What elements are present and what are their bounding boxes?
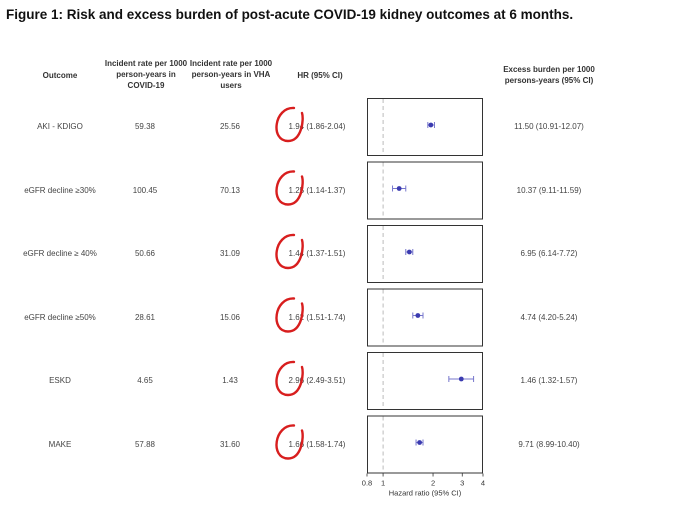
hr-point bbox=[428, 122, 434, 128]
hr-point bbox=[415, 313, 421, 318]
x-axis-label: Hazard ratio (95% CI) bbox=[389, 489, 462, 498]
hr-cell: 1.66 (1.58-1.74) bbox=[288, 439, 346, 449]
rate-vha-cell: 31.09 bbox=[219, 249, 241, 258]
rate-covid-cell: 28.61 bbox=[134, 312, 156, 322]
outcome-cell: eGFR decline ≥ 40% bbox=[23, 249, 97, 258]
outcome-cell: AKI - KDIGO bbox=[37, 122, 83, 131]
header-outcome: Outcome bbox=[42, 71, 78, 80]
x-tick-label: 2 bbox=[431, 479, 435, 488]
plot-panel bbox=[367, 352, 483, 410]
outcome-cell: eGFR decline ≥30% bbox=[24, 185, 96, 195]
hr-cell: 1.62 (1.51-1.74) bbox=[288, 312, 346, 322]
rate-vha-cell: 31.60 bbox=[219, 439, 241, 449]
red-circle-annotation bbox=[275, 424, 304, 460]
header-rate-covid: Incident rate per 1000 person-years in C… bbox=[104, 59, 188, 90]
hr-point bbox=[458, 376, 464, 382]
burden-cell: 4.74 (4.20-5.24) bbox=[520, 312, 578, 322]
rate-covid-cell: 59.38 bbox=[134, 122, 156, 131]
red-circle-annotation bbox=[275, 106, 304, 143]
outcome-cell: eGFR decline ≥50% bbox=[24, 312, 96, 322]
hr-point bbox=[406, 249, 412, 255]
outcome-cell: MAKE bbox=[48, 439, 72, 449]
x-tick-label: 4 bbox=[481, 479, 485, 488]
rate-covid-cell: 57.88 bbox=[134, 439, 156, 449]
header-burden: Excess burden per 1000 persons-years (95… bbox=[503, 65, 595, 85]
header-hr: HR (95% CI) bbox=[297, 71, 343, 80]
figure-title: Figure 1: Risk and excess burden of post… bbox=[6, 7, 574, 22]
x-tick-label: 3 bbox=[460, 479, 464, 488]
hr-cell: 1.94 (1.86-2.04) bbox=[288, 122, 346, 131]
x-tick-label: 1 bbox=[381, 479, 385, 488]
burden-cell: 6.95 (6.14-7.72) bbox=[520, 249, 578, 258]
rate-vha-cell: 15.06 bbox=[219, 312, 241, 322]
hr-cell: 2.96 (2.49-3.51) bbox=[288, 376, 346, 385]
hr-point bbox=[396, 186, 402, 191]
rate-covid-cell: 50.66 bbox=[134, 249, 156, 258]
outcome-cell: ESKD bbox=[49, 376, 71, 385]
x-tick-label: 0.8 bbox=[362, 479, 372, 488]
red-circle-annotation bbox=[275, 360, 304, 397]
red-circle-annotation bbox=[275, 297, 304, 333]
burden-cell: 10.37 (9.11-11.59) bbox=[516, 185, 582, 195]
plot-panel bbox=[367, 161, 483, 220]
hr-point bbox=[417, 440, 423, 445]
plot-panel bbox=[367, 415, 483, 474]
hr-cell: 1.44 (1.37-1.51) bbox=[288, 249, 346, 258]
rate-vha-cell: 1.43 bbox=[222, 376, 238, 385]
burden-cell: 9.71 (8.99-10.40) bbox=[518, 439, 580, 449]
plot-panel bbox=[367, 288, 483, 347]
header-rate-vha: Incident rate per 1000 person-years in V… bbox=[189, 59, 273, 90]
plot-panel bbox=[367, 98, 483, 156]
rate-covid-cell: 4.65 bbox=[137, 376, 153, 385]
rate-vha-cell: 70.13 bbox=[219, 185, 241, 195]
hr-cell: 1.25 (1.14-1.37) bbox=[288, 185, 346, 195]
red-circle-annotation bbox=[275, 233, 304, 270]
rate-covid-cell: 100.45 bbox=[132, 185, 158, 195]
plot-panel bbox=[367, 225, 483, 283]
rate-vha-cell: 25.56 bbox=[219, 122, 241, 131]
burden-cell: 1.46 (1.32-1.57) bbox=[520, 376, 578, 385]
burden-cell: 11.50 (10.91-12.07) bbox=[514, 122, 584, 131]
red-circle-annotation bbox=[275, 170, 304, 206]
